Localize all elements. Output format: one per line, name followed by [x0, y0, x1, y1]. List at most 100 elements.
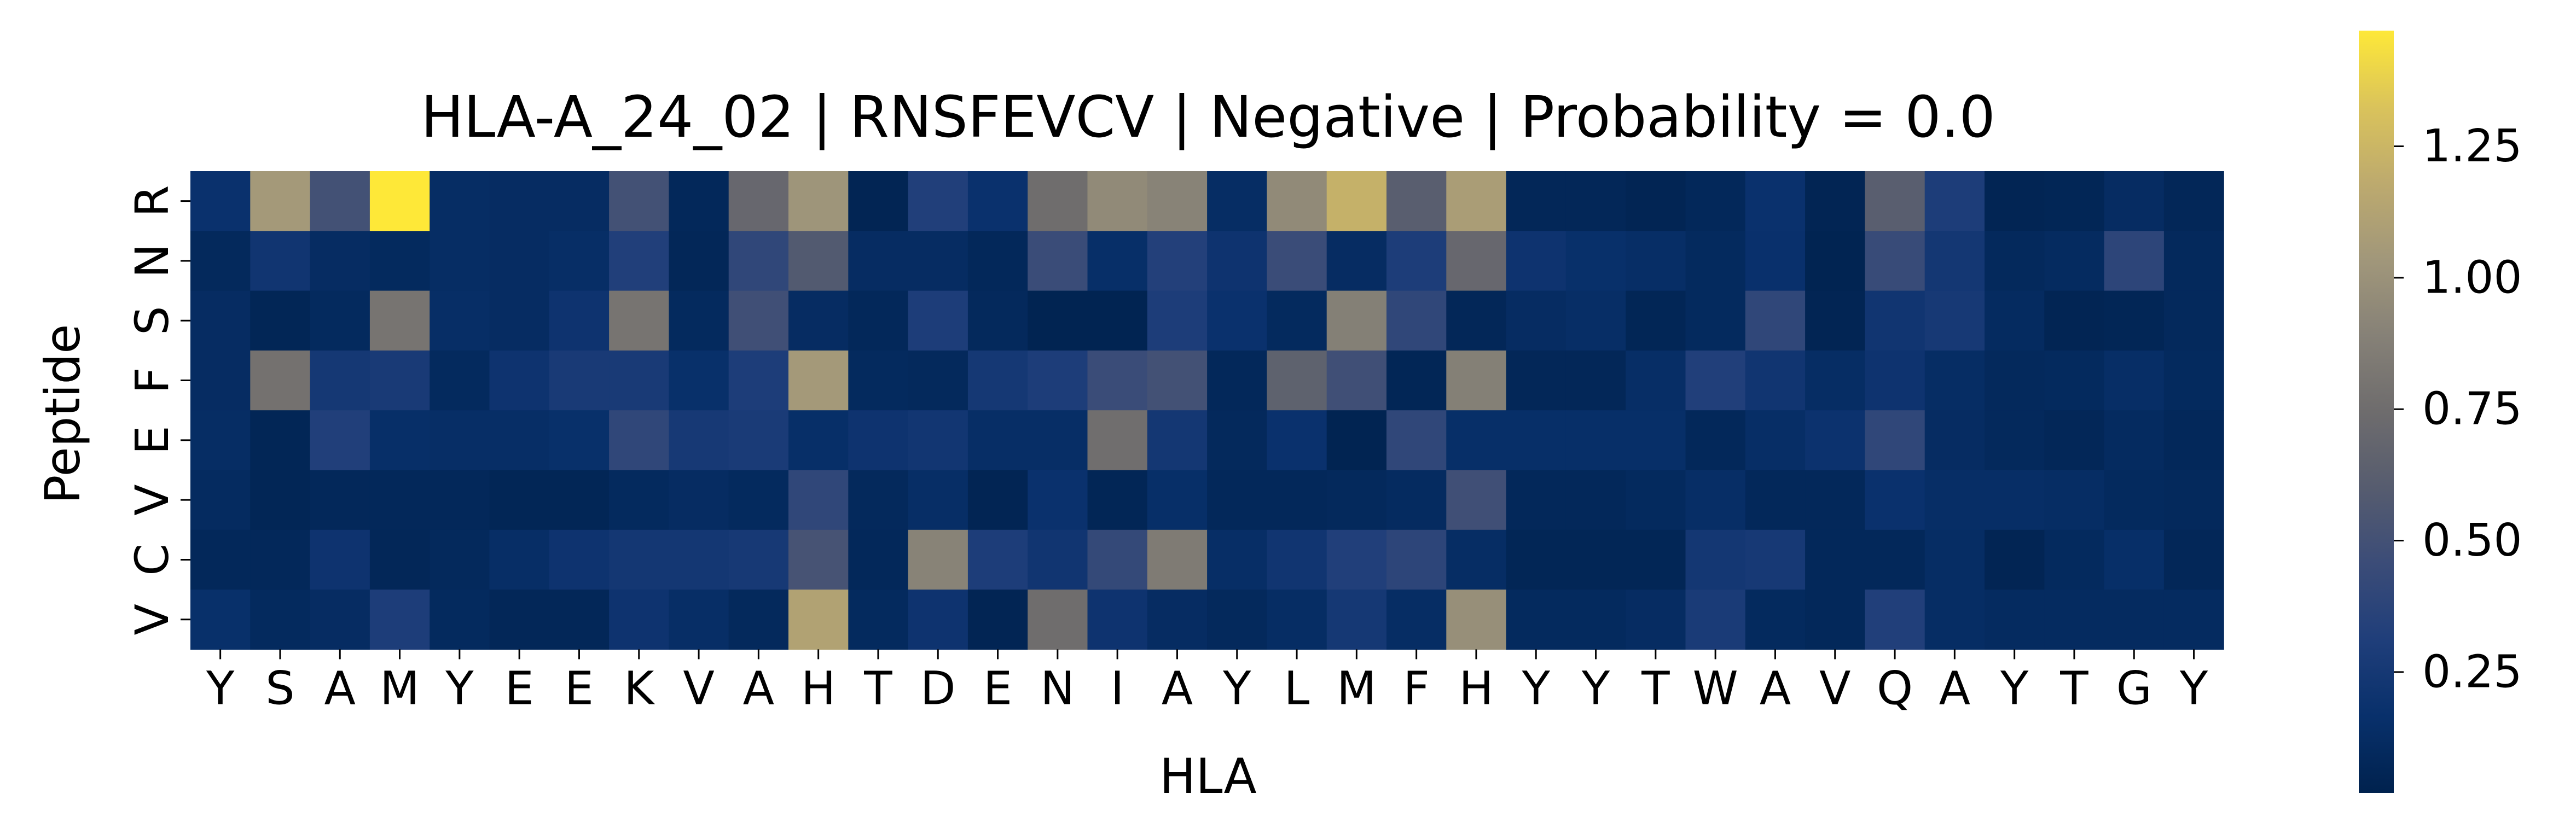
heatmap-cell [1506, 529, 1567, 590]
heatmap-cell [669, 529, 729, 590]
heatmap-cell [489, 410, 550, 471]
heatmap-cell [1626, 171, 1686, 231]
heatmap-cell [250, 590, 311, 650]
heatmap-cell [1805, 470, 1865, 530]
heatmap-cell [549, 231, 610, 291]
heatmap-cell [609, 529, 669, 590]
y-axis-label: Peptide [34, 324, 91, 504]
heatmap-cell [1267, 410, 1327, 471]
heatmap-cell [1147, 590, 1208, 650]
heatmap-cell [1087, 590, 1148, 650]
heatmap-cell [1326, 171, 1387, 231]
heatmap-cell [2104, 590, 2165, 650]
heatmap-cell [2044, 290, 2105, 351]
heatmap-cell [1626, 529, 1686, 590]
heatmap-cell [1685, 231, 1746, 291]
heatmap-cell [2163, 171, 2224, 231]
heatmap-cell [250, 171, 311, 231]
heatmap-cell [1087, 470, 1148, 530]
heatmap-cell [369, 590, 430, 650]
heatmap-cell [1267, 171, 1327, 231]
heatmap-cell [1207, 231, 1267, 291]
heatmap-cell [1147, 410, 1208, 471]
x-tick-label: H [1459, 661, 1493, 715]
heatmap-cell [369, 470, 430, 530]
heatmap-cell [967, 410, 1028, 471]
heatmap-cell [1326, 529, 1387, 590]
heatmap-cell [1267, 529, 1327, 590]
heatmap-cell [430, 350, 490, 411]
heatmap-cell [549, 290, 610, 351]
x-tick-label: A [743, 661, 774, 715]
heatmap-cell [1565, 350, 1626, 411]
heatmap-cell [2163, 231, 2224, 291]
x-tick-label: G [2116, 661, 2152, 715]
heatmap-cell [908, 290, 968, 351]
heatmap-cell [1685, 290, 1746, 351]
heatmap-cell [1087, 350, 1148, 411]
heatmap-cell [1565, 171, 1626, 231]
heatmap-cell [1685, 350, 1746, 411]
heatmap-cell [1805, 529, 1865, 590]
heatmap-cell [310, 290, 370, 351]
heatmap-cell [1326, 290, 1387, 351]
heatmap-cell [609, 410, 669, 471]
heatmap-cell [669, 590, 729, 650]
heatmap-cell [669, 290, 729, 351]
heatmap-cell [1924, 350, 1985, 411]
x-tick-label: T [2059, 661, 2088, 715]
heatmap-cell [1685, 529, 1746, 590]
heatmap-cell [1326, 470, 1387, 530]
heatmap-cell [788, 231, 849, 291]
x-tick-label: E [983, 661, 1012, 715]
heatmap-cell [1028, 529, 1088, 590]
heatmap-cell [1326, 350, 1387, 411]
x-tick-label: Y [2179, 661, 2208, 715]
heatmap-cell [1985, 529, 2045, 590]
y-tick-label: N [125, 244, 179, 278]
heatmap-cell [489, 470, 550, 530]
heatmap-cell [1685, 410, 1746, 471]
heatmap-cell [1506, 171, 1567, 231]
heatmap-cell [1805, 350, 1865, 411]
heatmap-cell [430, 290, 490, 351]
heatmap-cell [967, 171, 1028, 231]
heatmap-cell [1626, 290, 1686, 351]
x-tick-label: D [920, 661, 956, 715]
heatmap-cell [1207, 290, 1267, 351]
heatmap-cell [1924, 590, 1985, 650]
heatmap-cell [1028, 470, 1088, 530]
heatmap-cell [1506, 470, 1567, 530]
x-tick-label: M [380, 661, 419, 715]
heatmap-cell [2104, 350, 2165, 411]
heatmap-cell [1446, 410, 1507, 471]
x-tick-label: Y [445, 661, 474, 715]
heatmap-cell [1147, 231, 1208, 291]
heatmap-cell [788, 290, 849, 351]
heatmap-cell [190, 410, 251, 471]
heatmap-cell [549, 171, 610, 231]
heatmap-cell [1626, 410, 1686, 471]
x-tick-label: T [1641, 661, 1670, 715]
heatmap-cell [1386, 171, 1447, 231]
heatmap-cell [250, 290, 311, 351]
heatmap-cell [1565, 590, 1626, 650]
x-tick-label: H [801, 661, 836, 715]
heatmap-cell [1028, 171, 1088, 231]
heatmap-cell [1446, 290, 1507, 351]
heatmap-cell [967, 231, 1028, 291]
heatmap-cell [2104, 410, 2165, 471]
x-tick-label: E [505, 661, 534, 715]
heatmap-cell [1506, 350, 1567, 411]
heatmap-cell [430, 410, 490, 471]
heatmap-cell [1565, 231, 1626, 291]
heatmap-cell [1565, 410, 1626, 471]
heatmap-cell [1207, 350, 1267, 411]
heatmap-cell [1924, 529, 1985, 590]
heatmap-cell [1386, 590, 1447, 650]
heatmap-cell [1386, 350, 1447, 411]
heatmap-cell [1805, 290, 1865, 351]
heatmap-cell [1147, 529, 1208, 590]
heatmap-cell [848, 231, 909, 291]
